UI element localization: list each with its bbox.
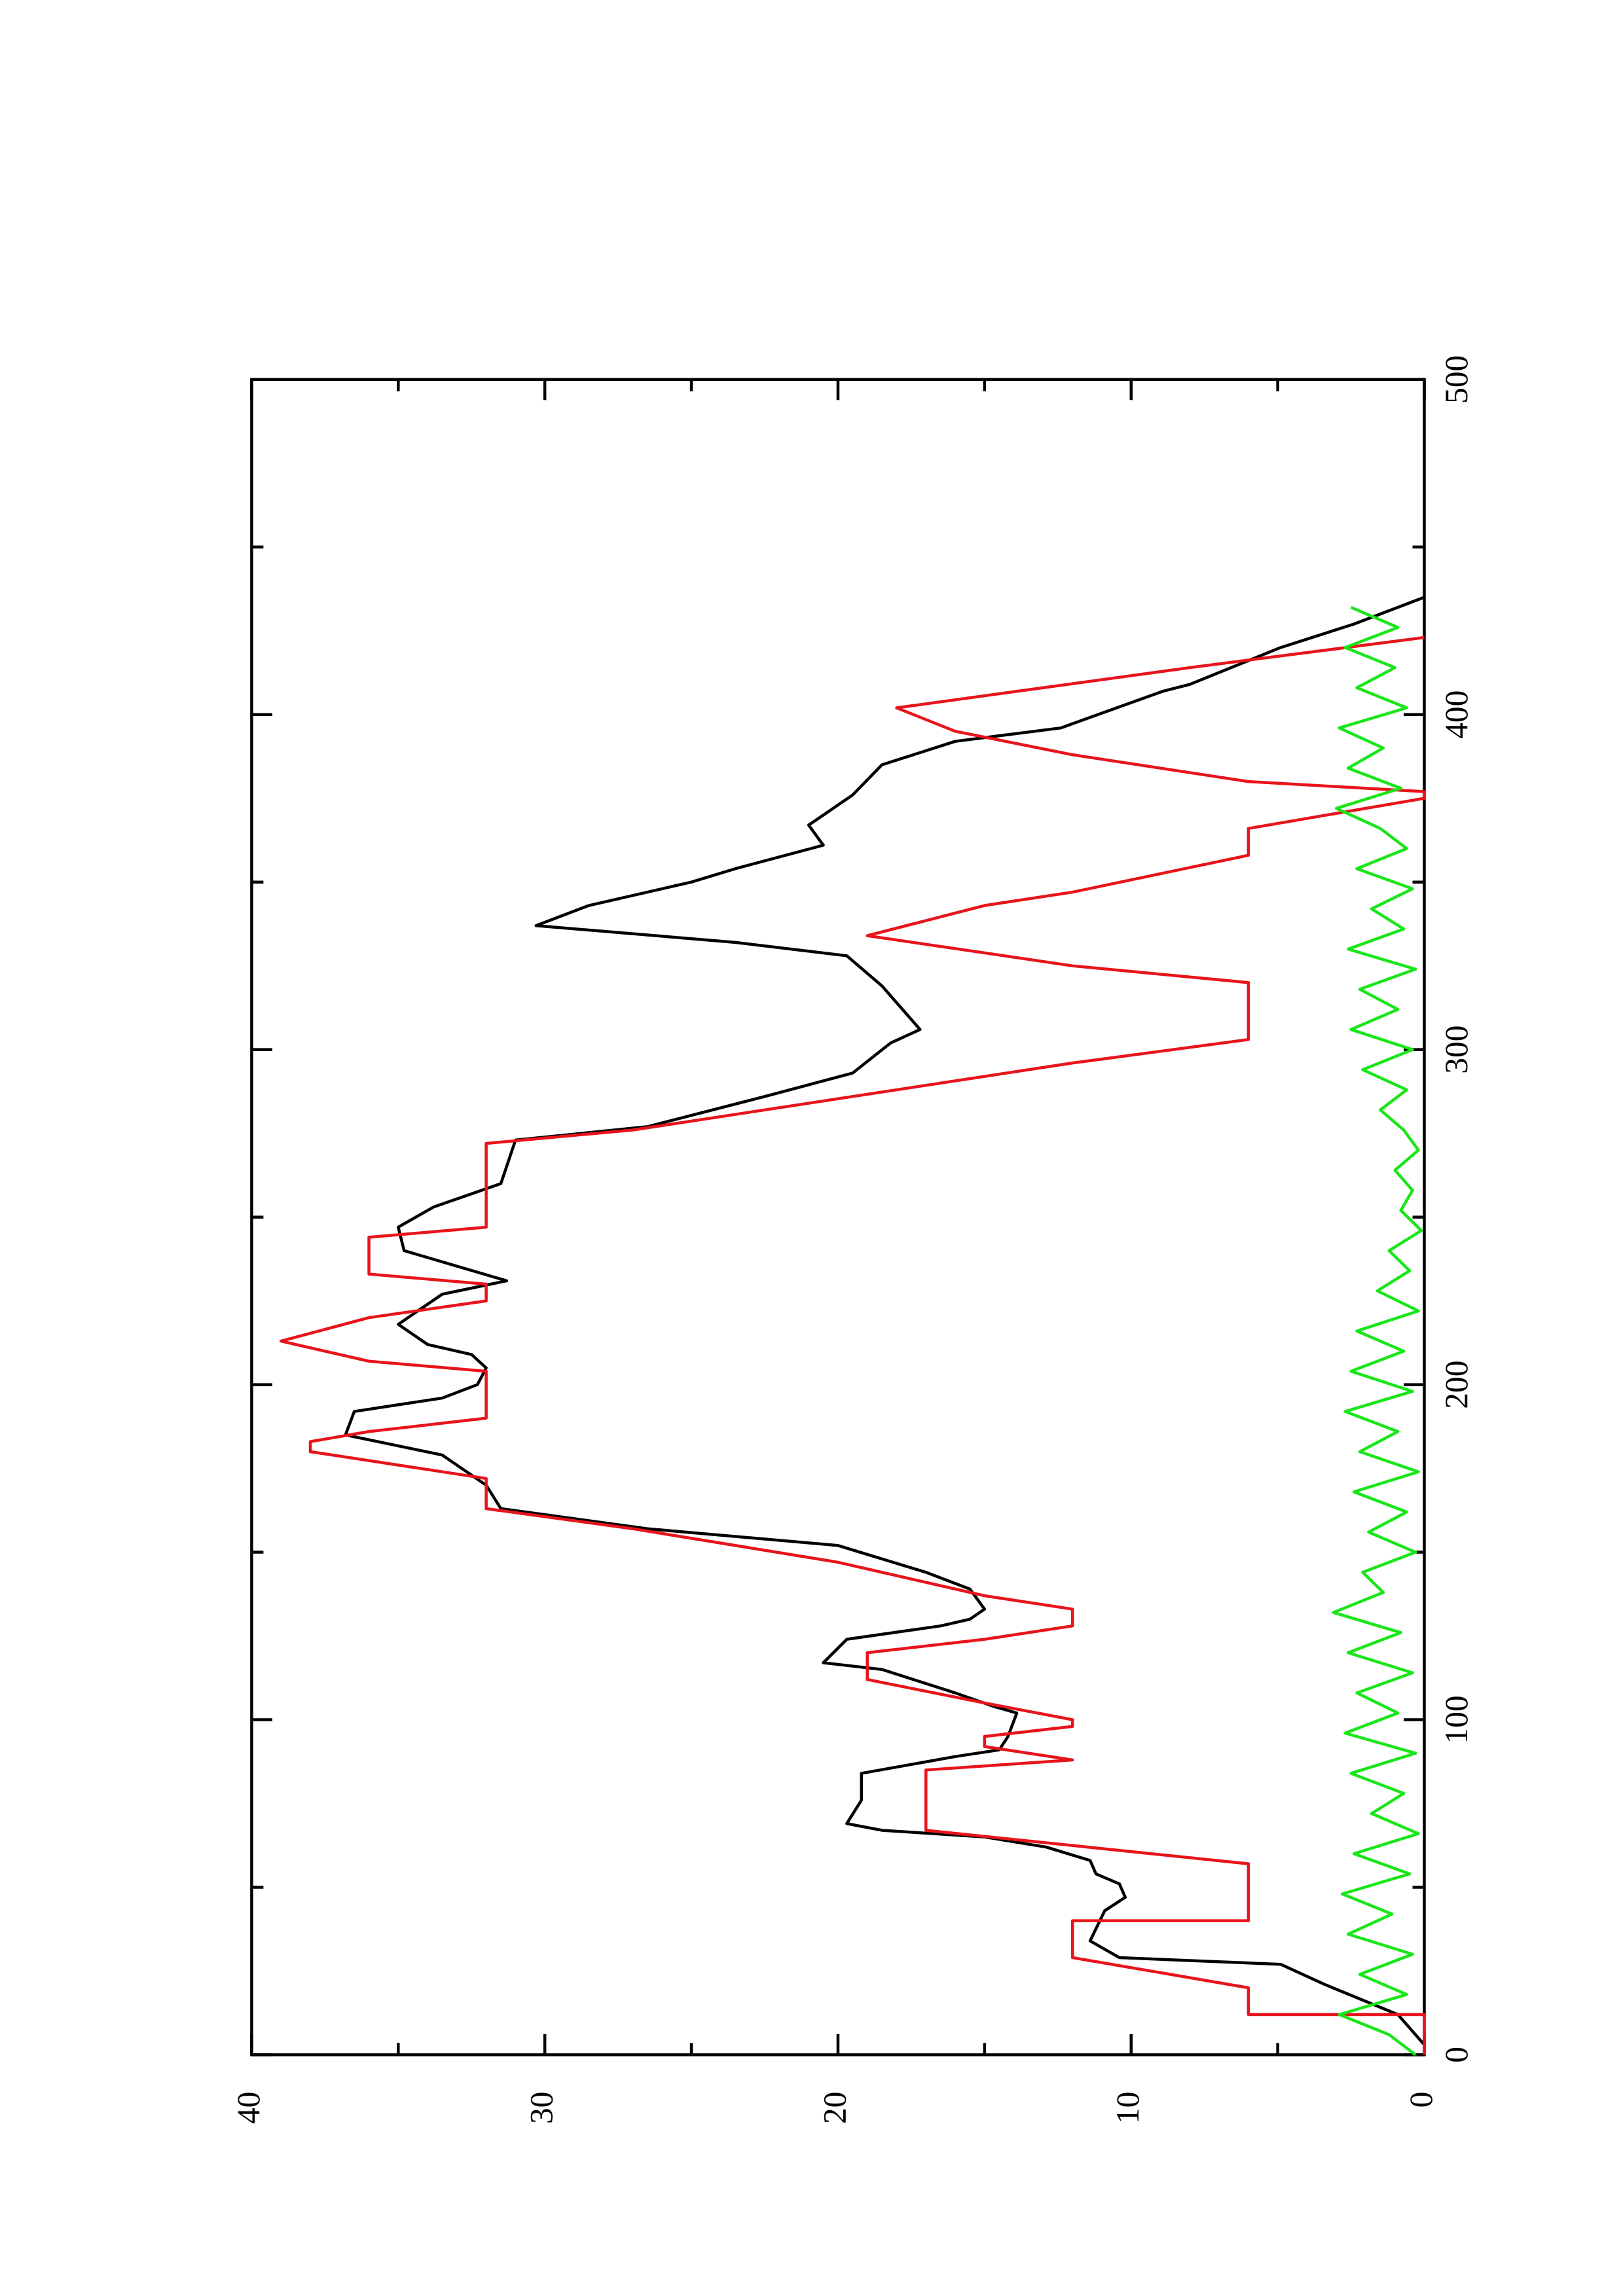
- y-tick-label: 10: [1110, 2092, 1146, 2124]
- x-tick-label: 100: [1438, 1695, 1474, 1744]
- y-tick-label: 0: [1403, 2092, 1439, 2108]
- x-tick-label: 0: [1438, 2047, 1474, 2063]
- x-tick-label: 300: [1438, 1026, 1474, 1074]
- y-tick-label: 40: [230, 2092, 266, 2124]
- y-tick-label: 20: [816, 2092, 852, 2124]
- y-tick-label: 30: [524, 2092, 560, 2124]
- series-line: [1332, 605, 1423, 2056]
- series-line: [279, 636, 1426, 2055]
- series-line: [344, 596, 1426, 2046]
- x-tick-label: 200: [1438, 1361, 1474, 1409]
- x-tick-label: 400: [1438, 691, 1474, 739]
- plot-frame: [250, 378, 1426, 2056]
- x-tick-label: 500: [1438, 355, 1474, 404]
